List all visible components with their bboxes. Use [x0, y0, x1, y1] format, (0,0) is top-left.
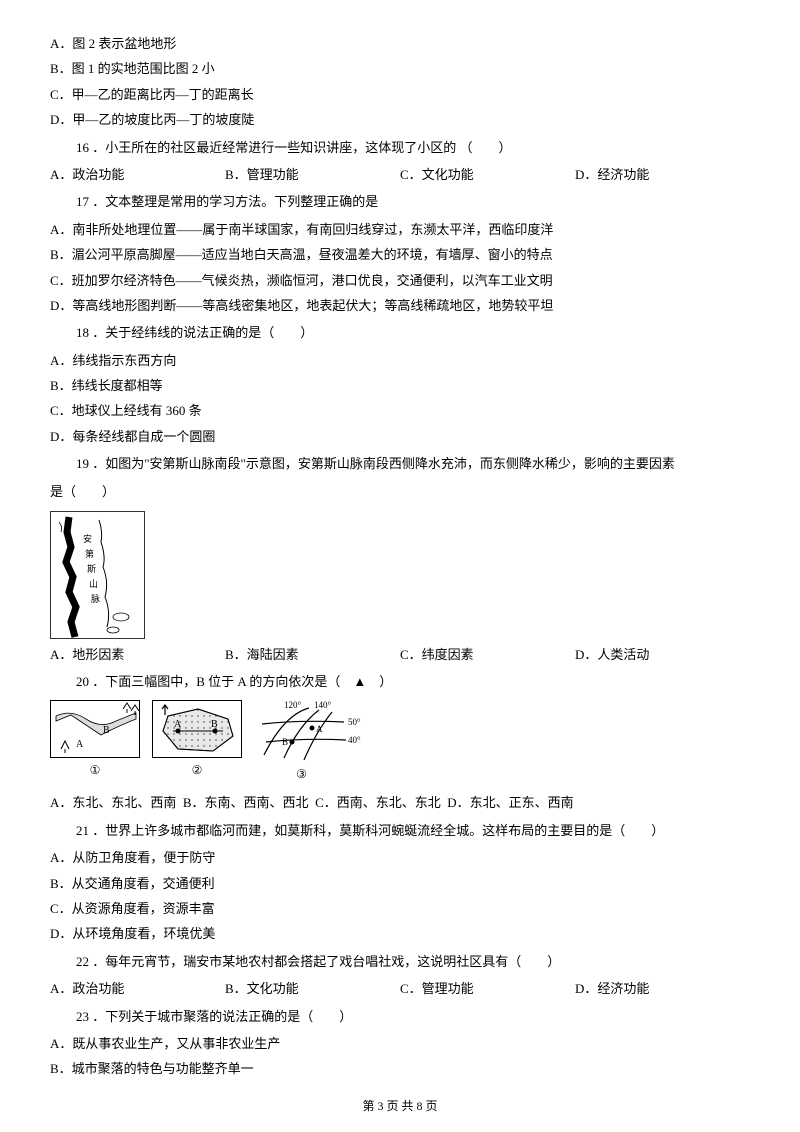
q20-option-c: C．西南、东北、东北 [315, 795, 441, 810]
andes-diagram: 安 第 斯 山 脉 [50, 511, 145, 639]
svg-text:山: 山 [89, 579, 98, 589]
q17-option-d: D．等高线地形图判断——等高线密集地区，地表起伏大；等高线稀疏地区，地势较平坦 [50, 294, 750, 317]
map-3-label: ③ [234, 764, 369, 786]
q16-stem: 16 ．小王所在的社区最近经常进行一些知识讲座，这体现了小区的 （ ） [50, 136, 750, 159]
q16-option-d: D．经济功能 [575, 163, 750, 186]
q21-stem: 21 ．世界上许多城市都临河而建，如莫斯科，莫斯科河蜿蜒流经全城。这样布局的主要… [50, 819, 750, 842]
svg-text:脉: 脉 [91, 593, 100, 604]
q21-option-c: C．从资源角度看，资源丰富 [50, 897, 750, 920]
q16-options: A．政治功能 B．管理功能 C．文化功能 D．经济功能 [50, 163, 750, 186]
map1-label-a: A [76, 739, 84, 750]
q21-option-b: B．从交通角度看，交通便利 [50, 872, 750, 895]
q20-option-a: A．东北、东北、西南 [50, 795, 176, 810]
map-1-wrapper: A B ① [50, 700, 140, 782]
map3-120: 120° [284, 700, 302, 710]
q23-option-b: B．城市聚落的特色与功能整齐单一 [50, 1057, 750, 1080]
q22-option-b: B．文化功能 [225, 977, 400, 1000]
q22-option-d: D．经济功能 [575, 977, 750, 1000]
map-2-label: ② [152, 760, 242, 782]
q17-option-b: B．湄公河平原高脚屋——适应当地白天高温，昼夜温差大的环境，有墙厚、窗小的特点 [50, 243, 750, 266]
map-1: A B [50, 700, 140, 758]
svg-text:斯: 斯 [87, 563, 96, 574]
three-maps-container: A B ① A B ② [50, 700, 750, 786]
q15-option-d: D．甲—乙的坡度比丙—丁的坡度陡 [50, 108, 750, 131]
q21-option-d: D．从环境角度看，环境优美 [50, 922, 750, 945]
q15-option-b: B．图 1 的实地范围比图 2 小 [50, 57, 750, 80]
q20-options-line: A．东北、东北、西南 B．东南、西南、西北 C．西南、东北、东北 D．东北、正东… [50, 791, 750, 814]
q16-option-a: A．政治功能 [50, 163, 225, 186]
q18-option-c: C．地球仪上经线有 360 条 [50, 399, 750, 422]
q15-option-c: C．甲—乙的距离比丙—丁的距离长 [50, 83, 750, 106]
map3-label-b-pt: B [282, 737, 288, 747]
q19-option-a: A．地形因素 [50, 643, 225, 666]
q22-options: A．政治功能 B．文化功能 C．管理功能 D．经济功能 [50, 977, 750, 1000]
q23-stem: 23 ．下列关于城市聚落的说法正确的是（ ） [50, 1005, 750, 1028]
map3-40: 40° [348, 735, 361, 745]
q21-option-a: A．从防卫角度看，便于防守 [50, 846, 750, 869]
svg-text:安: 安 [83, 533, 92, 544]
map-2-wrapper: A B ② [152, 700, 242, 782]
q18-stem: 18 ．关于经纬线的说法正确的是（ ） [50, 321, 750, 344]
q16-option-b: B．管理功能 [225, 163, 400, 186]
q19-stem-1: 19 ．如图为"安第斯山脉南段"示意图，安第斯山脉南段西侧降水充沛，而东侧降水稀… [50, 452, 750, 475]
q17-stem: 17 ．文本整理是常用的学习方法。下列整理正确的是 [50, 190, 750, 213]
q19-stem-2: 是（ ） [50, 480, 750, 503]
q19-options: A．地形因素 B．海陆因素 C．纬度因素 D．人类活动 [50, 643, 750, 666]
q16-option-c: C．文化功能 [400, 163, 575, 186]
q19-option-d: D．人类活动 [575, 643, 750, 666]
page-footer: 第 3 页 共 8 页 [0, 1096, 800, 1118]
map1-label-b: B [103, 725, 110, 736]
q15-option-a: A．图 2 表示盆地地形 [50, 32, 750, 55]
q20-stem: 20 ．下面三幅图中，B 位于 A 的方向依次是（ ▲ ） [50, 670, 750, 693]
map3-140: 140° [314, 700, 332, 710]
q17-option-c: C．班加罗尔经济特色——气候炎热，濒临恒河，港口优良，交通便利，以汽车工业文明 [50, 269, 750, 292]
q18-option-d: D．每条经线都自成一个圆圈 [50, 425, 750, 448]
map-1-label: ① [50, 760, 140, 782]
map-3: A B 120° 140° 50° 40° [254, 700, 369, 762]
q18-option-b: B．纬线长度都相等 [50, 374, 750, 397]
svg-text:第: 第 [85, 548, 94, 559]
q18-option-a: A．纬线指示东西方向 [50, 349, 750, 372]
map3-50: 50° [348, 717, 361, 727]
q20-option-d: D．东北、正东、西南 [447, 795, 573, 810]
q22-option-c: C．管理功能 [400, 977, 575, 1000]
map-3-wrapper: A B 120° 140° 50° 40° ③ [254, 700, 369, 786]
map3-label-a-pt: A [316, 724, 323, 734]
map-2: A B [152, 700, 242, 758]
q20-option-b: B．东南、西南、西北 [183, 795, 309, 810]
q19-option-b: B．海陆因素 [225, 643, 400, 666]
q17-option-a: A．南非所处地理位置——属于南半球国家，有南回归线穿过，东濒太平洋，西临印度洋 [50, 218, 750, 241]
q22-option-a: A．政治功能 [50, 977, 225, 1000]
map2-label-b: B [211, 719, 218, 730]
q19-option-c: C．纬度因素 [400, 643, 575, 666]
q22-stem: 22 ．每年元宵节，瑞安市某地农村都会搭起了戏台唱社戏，这说明社区具有（ ） [50, 950, 750, 973]
map2-label-a: A [174, 719, 182, 730]
q23-option-a: A．既从事农业生产，又从事非农业生产 [50, 1032, 750, 1055]
